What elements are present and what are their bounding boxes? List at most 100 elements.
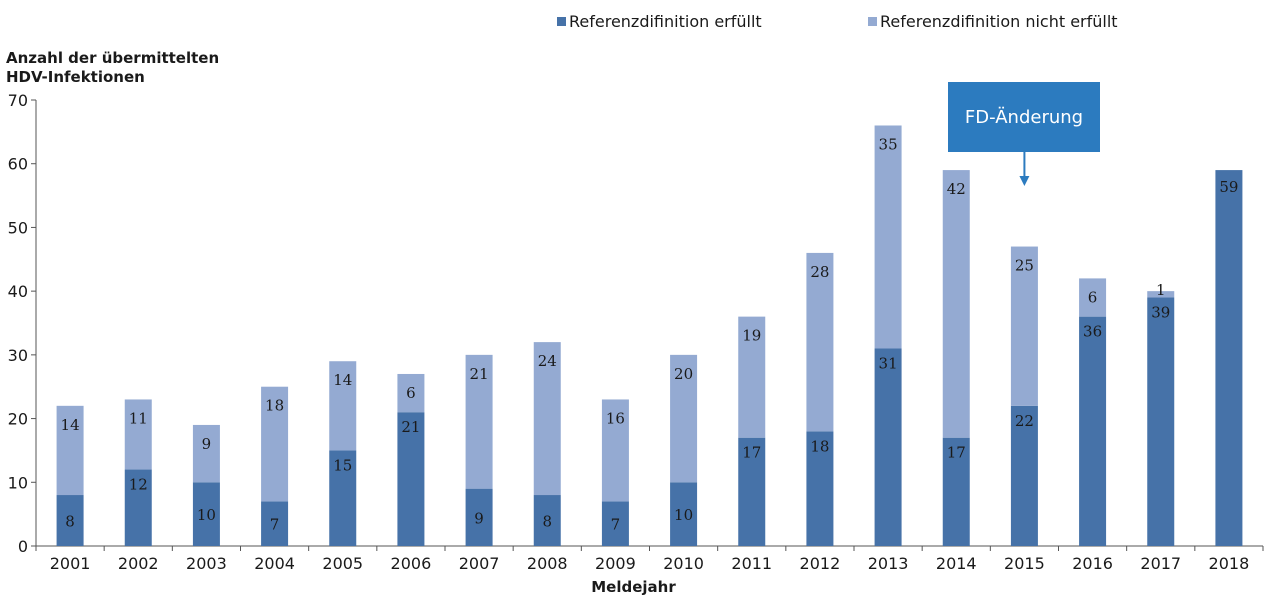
y-axis-title: Anzahl der übermittelten HDV-Infektionen: [6, 49, 219, 87]
bar-segment-erfuellt: [192, 482, 220, 546]
x-tick-label: 2018: [1209, 554, 1250, 573]
bar-segment-erfuellt: [261, 501, 289, 546]
x-tick-label: 2012: [800, 554, 841, 573]
bar-segment-erfuellt: [806, 431, 834, 546]
data-label-erfuellt: 8: [542, 513, 552, 531]
bar-segment-nicht-erfuellt: [261, 386, 289, 502]
data-label-erfuellt: 17: [742, 444, 761, 462]
y-tick-label: 40: [8, 282, 28, 301]
x-tick-label: 2009: [595, 554, 636, 573]
annotation-label: FD-Änderung: [964, 106, 1084, 128]
bar-segment-nicht-erfuellt: [806, 252, 834, 432]
bar-segment-erfuellt: [1147, 297, 1175, 546]
x-tick-label: 2001: [50, 554, 91, 573]
data-label-nicht-erfuellt: 42: [947, 180, 966, 198]
bar-segment-nicht-erfuellt: [738, 316, 766, 438]
data-label-erfuellt: 10: [674, 506, 693, 524]
x-tick-label: 2002: [118, 554, 159, 573]
bar-segment-nicht-erfuellt: [465, 354, 493, 489]
data-label-nicht-erfuellt: 25: [1015, 257, 1034, 275]
bar-segment-nicht-erfuellt: [1010, 246, 1038, 406]
bar-segment-erfuellt: [601, 501, 629, 546]
x-tick-label: 2006: [391, 554, 432, 573]
data-label-erfuellt: 7: [270, 516, 280, 534]
annotation-arrow-head: [1019, 176, 1030, 186]
bar-segment-erfuellt: [397, 412, 425, 546]
bar-segment-erfuellt: [1010, 405, 1038, 546]
x-tick-label: 2003: [186, 554, 227, 573]
bar-segment-erfuellt: [738, 437, 766, 546]
bar-segment-erfuellt: [329, 450, 357, 546]
y-tick-label: 60: [8, 155, 28, 174]
data-label-erfuellt: 59: [1219, 178, 1238, 196]
x-tick-label: 2008: [527, 554, 568, 573]
data-label-nicht-erfuellt: 14: [61, 416, 80, 434]
x-tick-label: 2007: [459, 554, 500, 573]
bar-segment-nicht-erfuellt: [1147, 291, 1175, 298]
x-tick-label: 2014: [936, 554, 977, 573]
data-label-nicht-erfuellt: 24: [538, 352, 557, 370]
data-label-erfuellt: 9: [474, 509, 484, 527]
x-tick-label: 2005: [322, 554, 363, 573]
data-label-erfuellt: 31: [879, 354, 898, 372]
legend-label-nicht-erfuellt: Referenzdifinition nicht erfüllt: [880, 12, 1118, 31]
data-label-nicht-erfuellt: 6: [406, 384, 416, 402]
data-label-erfuellt: 21: [401, 418, 420, 436]
data-label-nicht-erfuellt: 1: [1156, 281, 1166, 299]
data-label-erfuellt: 36: [1083, 323, 1102, 341]
data-label-nicht-erfuellt: 6: [1088, 288, 1098, 306]
x-tick-label: 2017: [1140, 554, 1181, 573]
y-tick-label: 70: [8, 91, 28, 110]
bar-segment-erfuellt: [874, 348, 902, 546]
data-label-erfuellt: 17: [947, 444, 966, 462]
bar-segment-erfuellt: [670, 482, 698, 546]
data-label-nicht-erfuellt: 11: [129, 409, 148, 427]
data-label-erfuellt: 15: [333, 456, 352, 474]
data-label-erfuellt: 12: [129, 476, 148, 494]
bar-segment-erfuellt: [1079, 316, 1107, 546]
annotation-callout: FD-Änderung: [948, 82, 1100, 152]
x-tick-label: 2010: [663, 554, 704, 573]
y-tick-label: 50: [8, 218, 28, 237]
x-tick-label: 2015: [1004, 554, 1045, 573]
y-axis-title-line2: HDV-Infektionen: [6, 68, 145, 86]
data-label-nicht-erfuellt: 20: [674, 365, 693, 383]
bar-segment-nicht-erfuellt: [397, 373, 425, 413]
x-tick-label: 2004: [254, 554, 295, 573]
legend-item-erfuellt: Referenzdifinition erfüllt: [557, 12, 762, 31]
data-label-nicht-erfuellt: 16: [606, 409, 625, 427]
x-axis-title: Meldejahr: [591, 578, 676, 596]
data-label-nicht-erfuellt: 28: [810, 263, 829, 281]
data-label-nicht-erfuellt: 18: [265, 397, 284, 415]
bar-segment-erfuellt: [942, 437, 970, 546]
data-label-erfuellt: 18: [810, 437, 829, 455]
y-axis-title-line1: Anzahl der übermittelten: [6, 49, 220, 67]
y-tick-label: 10: [8, 473, 28, 492]
bar-segment-erfuellt: [124, 469, 152, 546]
x-tick-label: 2011: [731, 554, 772, 573]
legend-swatch-erfuellt: [557, 17, 566, 26]
bar-segment-nicht-erfuellt: [670, 354, 698, 483]
data-label-nicht-erfuellt: 21: [470, 365, 489, 383]
bar-segment-erfuellt: [1215, 170, 1243, 547]
data-label-erfuellt: 8: [65, 513, 75, 531]
bar-segment-nicht-erfuellt: [56, 405, 84, 496]
bar-segment-erfuellt: [56, 495, 84, 546]
bar-segment-nicht-erfuellt: [329, 361, 357, 451]
bar-segment-nicht-erfuellt: [942, 170, 970, 438]
legend-item-nicht-erfuellt: Referenzdifinition nicht erfüllt: [868, 12, 1118, 31]
y-tick-label: 0: [18, 537, 28, 556]
data-label-nicht-erfuellt: 9: [202, 435, 212, 453]
bar-segment-nicht-erfuellt: [601, 399, 629, 502]
legend-swatch-nicht-erfuellt: [868, 17, 877, 26]
legend-label-erfuellt: Referenzdifinition erfüllt: [569, 12, 762, 31]
y-tick-label: 20: [8, 410, 28, 429]
data-label-erfuellt: 22: [1015, 412, 1034, 430]
x-tick-label: 2013: [868, 554, 909, 573]
y-tick-label: 30: [8, 346, 28, 365]
x-tick-label: 2016: [1072, 554, 1113, 573]
data-label-erfuellt: 10: [197, 506, 216, 524]
data-label-erfuellt: 7: [611, 516, 621, 534]
data-label-erfuellt: 39: [1151, 304, 1170, 322]
bar-segment-nicht-erfuellt: [1079, 278, 1107, 317]
